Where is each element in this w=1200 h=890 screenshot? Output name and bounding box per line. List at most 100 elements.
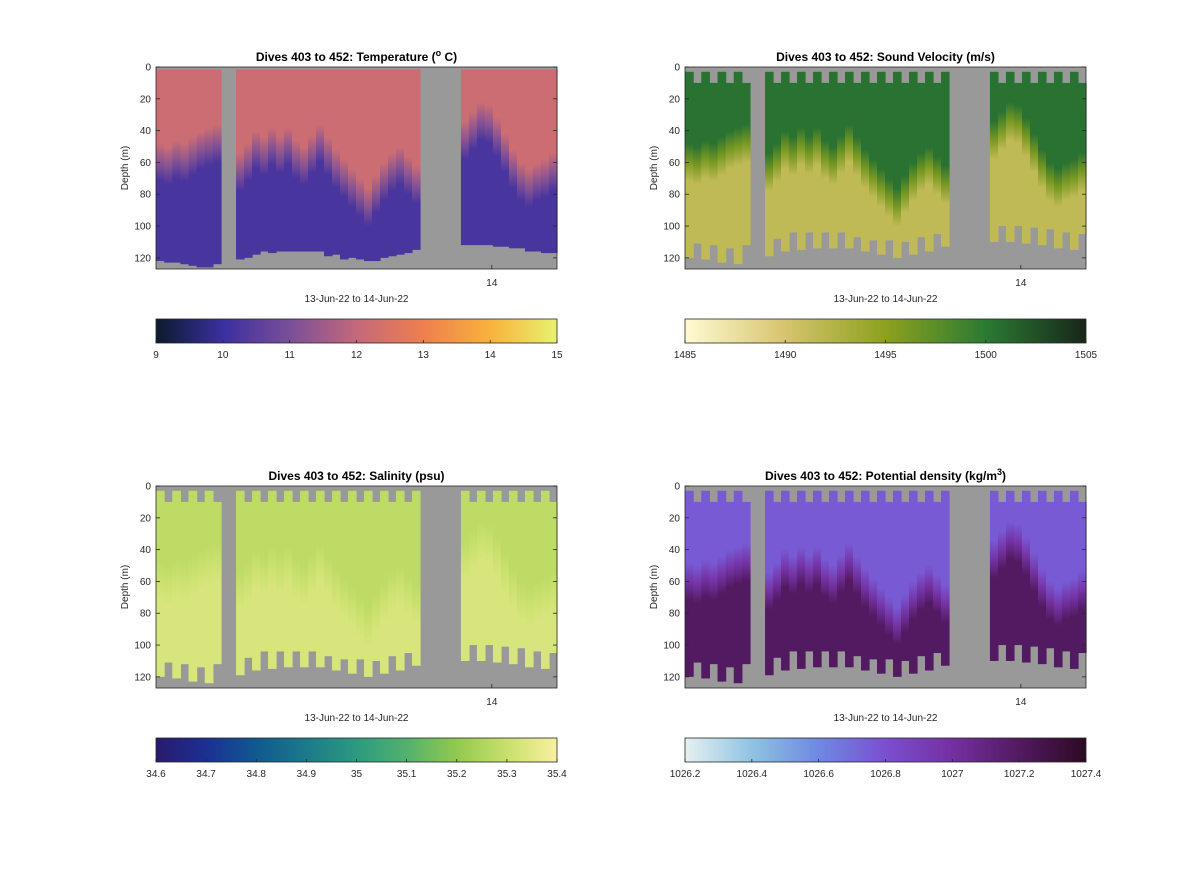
heatmap-column <box>188 69 198 266</box>
heatmap-column <box>773 501 782 658</box>
heatmap-column <box>853 82 862 238</box>
heatmap-column <box>484 501 494 646</box>
chart-title-text: Dives 403 to 452: Sound Velocity (m/s) <box>776 50 995 64</box>
heatmap-column <box>324 501 333 657</box>
heatmap-column <box>403 501 413 654</box>
heatmap-column <box>204 490 214 684</box>
colorbar-tick-label: 12 <box>351 350 363 361</box>
heatmap-column <box>709 82 719 246</box>
heatmap-column <box>717 490 727 682</box>
heatmap-column <box>709 501 719 665</box>
heatmap-column <box>276 69 285 252</box>
colorbar-tick-label: 1495 <box>874 350 897 361</box>
chart-title: Dives 403 to 452: Salinity (psu) <box>268 469 444 483</box>
colorbar-tick-label: 35.1 <box>397 769 417 780</box>
colorbar-tick-label: 34.6 <box>146 769 166 780</box>
heatmap-column <box>1061 501 1071 652</box>
y-tick-label: 40 <box>140 545 152 556</box>
heatmap-column <box>733 71 743 265</box>
heatmap-column <box>468 69 478 246</box>
colorbar-tick-label: 35.4 <box>547 769 567 780</box>
colorbar-tick-label: 10 <box>217 350 229 361</box>
chart-title: Dives 403 to 452: Temperature (o C) <box>256 48 457 64</box>
chart-title-end: ) <box>1002 469 1006 483</box>
heatmap-column <box>308 69 317 252</box>
heatmap-column <box>805 501 814 652</box>
heatmap-column <box>909 71 918 255</box>
heatmap-column <box>500 501 510 647</box>
heatmap-column <box>292 501 301 652</box>
y-tick-label: 120 <box>134 672 151 683</box>
colorbar-tick-label: 11 <box>284 350 295 361</box>
panel-2: 0 20 40 60 80 100 120 14 13-Jun-22 to 14-Jun-22 D… <box>120 469 567 780</box>
heatmap-column <box>916 82 926 238</box>
heatmap-column <box>548 501 558 654</box>
heatmap-column <box>997 82 1007 227</box>
heatmap-column <box>821 82 830 233</box>
heatmap-column <box>260 501 269 652</box>
heatmap-column <box>725 82 735 249</box>
axes-box <box>684 66 1087 270</box>
heatmap-column <box>395 69 405 255</box>
heatmap-column <box>869 82 878 241</box>
panel-0: 0 20 40 60 80 100 120 14 13-Jun-22 to 14-Jun-22 D… <box>120 48 563 361</box>
heatmap-column <box>548 69 558 254</box>
heatmap-column <box>901 501 910 661</box>
panel-3: 0 20 40 60 80 100 120 14 13-Jun-22 to 14-Jun-22 D… <box>649 467 1102 780</box>
heatmap-column <box>829 71 838 249</box>
chart-title-end: C) <box>441 50 457 64</box>
heatmap-column <box>1005 71 1015 242</box>
colorbar-tick-label: 14 <box>485 350 497 361</box>
colorbar-tick-label: 1026.2 <box>670 769 701 780</box>
y-tick-label: 20 <box>669 513 681 524</box>
heatmap-column <box>717 71 727 263</box>
heatmap-column <box>989 71 999 242</box>
heatmap-column <box>932 501 942 654</box>
heatmap-column <box>693 501 702 663</box>
heatmap-column <box>1053 71 1063 249</box>
heatmap-column <box>508 490 518 665</box>
heatmap-column <box>1077 501 1087 654</box>
heatmap-column <box>164 69 173 263</box>
heatmap-column <box>260 69 269 252</box>
heatmap-column <box>236 490 245 676</box>
heatmap-column <box>540 490 550 669</box>
chart-title-text: Dives 403 to 452: Potential density (kg/… <box>765 469 997 483</box>
heatmap-column <box>196 69 206 268</box>
axes-box <box>684 485 1087 689</box>
y-tick-label: 20 <box>140 513 152 524</box>
y-axis-label: Depth (m) <box>649 565 660 609</box>
heatmap-column <box>1077 82 1087 235</box>
heatmap-column <box>340 69 349 260</box>
heatmap-column <box>460 490 470 661</box>
colorbar-tick-label: 1500 <box>975 350 998 361</box>
heatmap-column <box>1013 82 1023 227</box>
y-tick-label: 80 <box>669 190 681 201</box>
heatmap-column <box>164 501 173 663</box>
axes-box <box>155 66 558 270</box>
heatmap-column <box>268 69 277 254</box>
y-tick-label: 80 <box>140 190 152 201</box>
heatmap-column <box>516 501 526 649</box>
x-axis-label: 13-Jun-22 to 14-Jun-22 <box>834 294 938 305</box>
heatmap-column <box>1037 490 1047 665</box>
colorbar-tick-label: 35.3 <box>497 769 517 780</box>
heatmap-column <box>356 69 365 260</box>
heatmap-column <box>372 501 381 661</box>
y-tick-label: 20 <box>669 94 681 105</box>
heatmap-column <box>853 501 862 657</box>
heatmap-column <box>813 490 822 668</box>
heatmap-column <box>244 69 253 258</box>
heatmap-column <box>236 69 245 260</box>
heatmap-column <box>1021 490 1031 663</box>
heatmap-column <box>300 490 309 668</box>
heatmap-column <box>789 501 798 652</box>
heatmap-column <box>1069 71 1079 250</box>
y-tick-label: 0 <box>145 482 151 493</box>
heatmap-column <box>924 490 934 671</box>
heatmap-column <box>773 82 782 239</box>
x-tick-label: 14 <box>486 697 498 708</box>
heatmap-column <box>1045 82 1055 230</box>
heatmap-column <box>924 71 934 252</box>
